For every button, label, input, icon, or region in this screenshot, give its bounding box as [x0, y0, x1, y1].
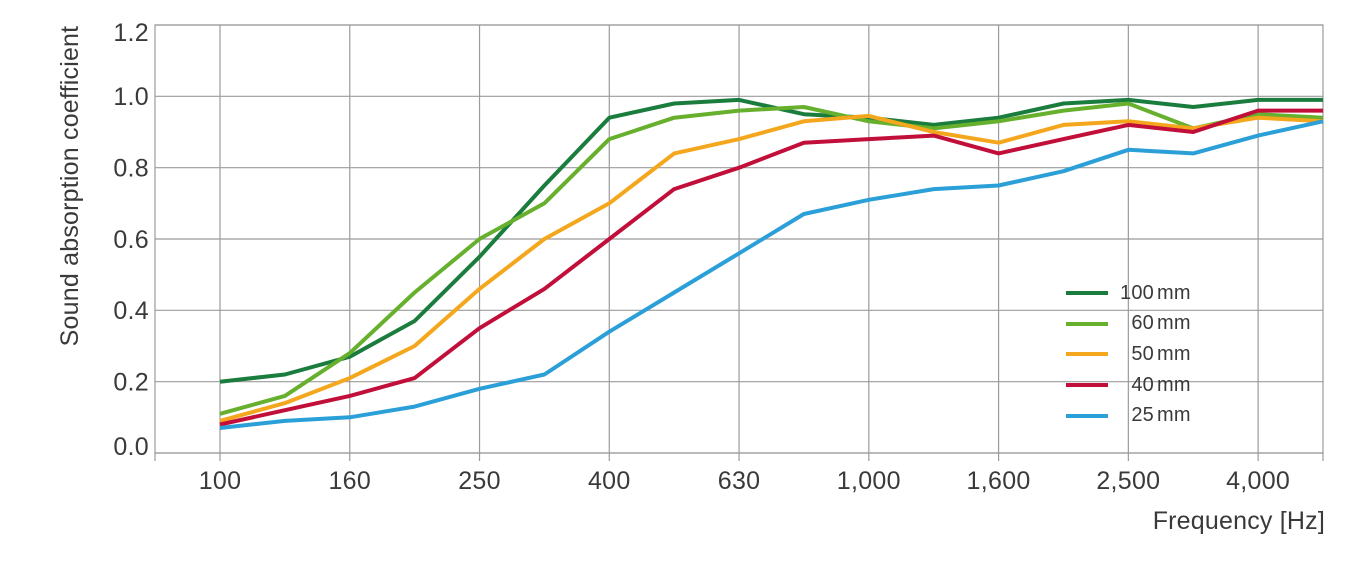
legend-item-60-mm: 60 mm — [1066, 309, 1206, 340]
y-tick-label: 0.0 — [113, 433, 149, 461]
y-tick-label: 0.8 — [113, 154, 149, 182]
legend-item-25-mm: 25 mm — [1066, 400, 1206, 431]
legend-label-value-50-mm: 50 — [1131, 342, 1154, 365]
x-tick-label: 4,000 — [1226, 467, 1290, 495]
x-axis-title: Frequency [Hz] — [1152, 507, 1325, 535]
legend-item-40-mm: 40 mm — [1066, 370, 1206, 401]
y-tick-label: 1.2 — [113, 19, 149, 47]
x-tick-label: 100 — [199, 467, 242, 495]
y-tick-label: 1.0 — [113, 83, 149, 111]
legend-item-100-mm: 100 mm — [1066, 278, 1206, 309]
x-tick-label: 1,000 — [837, 467, 901, 495]
legend-swatch-40-mm — [1066, 383, 1108, 388]
x-tick-label: 250 — [458, 467, 501, 495]
x-tick-label: 2,500 — [1096, 467, 1160, 495]
legend-item-50-mm: 50 mm — [1066, 339, 1206, 370]
legend-label-unit-25-mm: mm — [1157, 404, 1191, 427]
x-tick-label: 630 — [718, 467, 761, 495]
legend: 100 mm 60 mm 50 mm 40 mm 25 mm — [1066, 278, 1206, 431]
y-tick-label: 0.2 — [113, 368, 149, 396]
plot-border — [154, 24, 1324, 454]
legend-label-value-25-mm: 25 — [1131, 404, 1154, 427]
legend-swatch-100-mm — [1066, 291, 1108, 296]
legend-label-unit-50-mm: mm — [1157, 342, 1191, 365]
x-tick-label: 160 — [328, 467, 371, 495]
y-tick-label: 0.6 — [113, 226, 149, 254]
y-tick-label: 0.4 — [113, 297, 149, 325]
legend-swatch-60-mm — [1066, 321, 1108, 326]
legend-swatch-25-mm — [1066, 413, 1108, 418]
series-line-40-mm — [219, 108, 1323, 427]
legend-label-value-100-mm: 100 — [1120, 281, 1154, 304]
legend-label-unit-60-mm: mm — [1157, 312, 1191, 335]
series-line-50-mm — [219, 113, 1324, 423]
legend-label-value-60-mm: 60 — [1131, 312, 1154, 335]
legend-label-unit-100-mm: mm — [1157, 281, 1191, 304]
x-tick-label: 400 — [588, 467, 631, 495]
series-line-25-mm — [219, 119, 1324, 430]
y-axis-title: Sound absorption coefficient — [56, 25, 84, 347]
series-line-60-mm — [219, 101, 1324, 416]
legend-swatch-50-mm — [1066, 352, 1108, 357]
legend-label-value-40-mm: 40 — [1131, 373, 1154, 396]
legend-label-unit-40-mm: mm — [1157, 373, 1191, 396]
x-tick-label: 1,600 — [967, 467, 1031, 495]
